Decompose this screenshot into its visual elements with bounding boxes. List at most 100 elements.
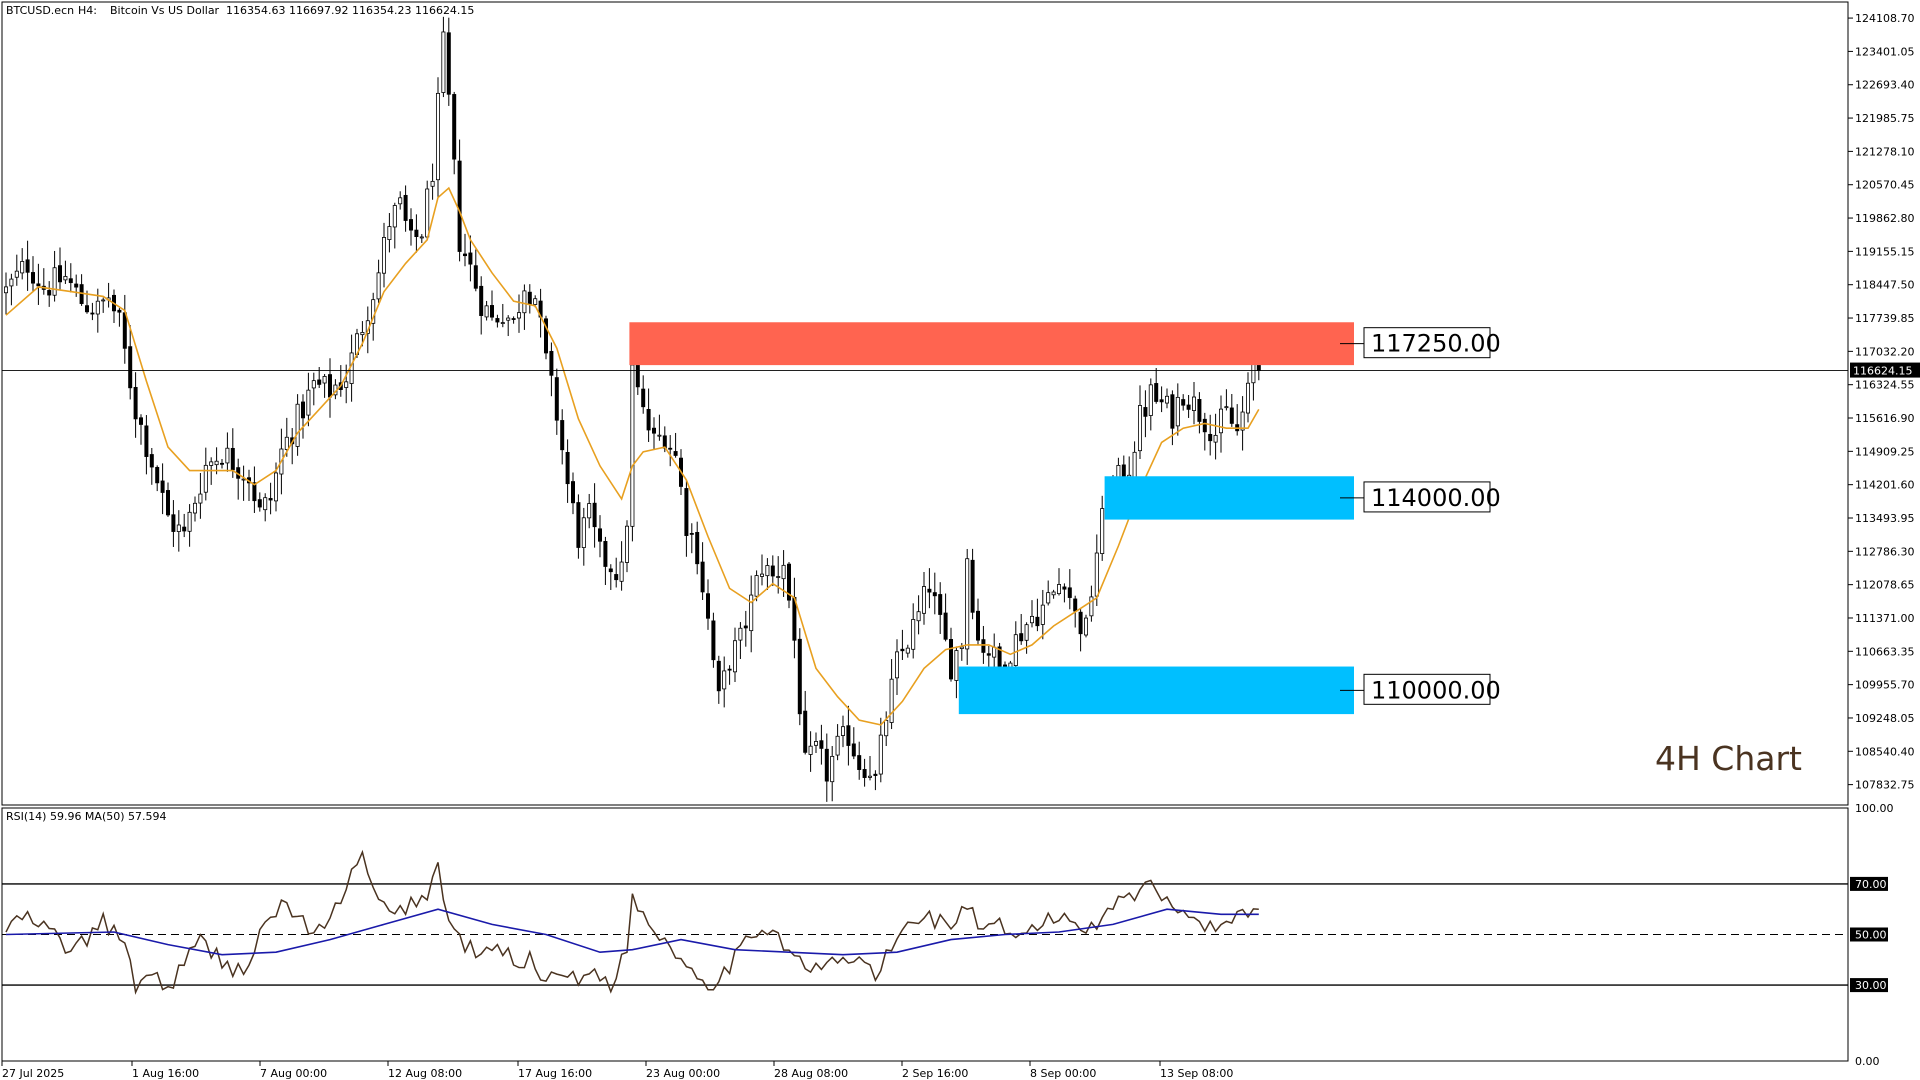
candle <box>14 254 19 286</box>
header-ohlc: 116354.63 116697.92 116354.23 116624.15 <box>226 4 474 17</box>
time-tick-label: 17 Aug 16:00 <box>518 1067 592 1080</box>
candle <box>333 379 338 400</box>
candle <box>938 582 943 634</box>
candle <box>565 439 570 503</box>
candle <box>257 492 262 512</box>
candle <box>1165 388 1170 409</box>
candle <box>684 480 689 557</box>
candle <box>144 415 149 475</box>
candle <box>905 644 910 658</box>
candle <box>236 458 241 500</box>
candle <box>895 639 900 695</box>
candle <box>576 494 581 559</box>
price-tick-label: 107832.75 <box>1855 779 1915 792</box>
price-tick-label: 122693.40 <box>1855 79 1915 92</box>
candle <box>1062 583 1067 603</box>
time-tick-label: 28 Aug 08:00 <box>774 1067 848 1080</box>
candle <box>511 316 516 324</box>
price-tick-label: 119155.15 <box>1855 245 1915 258</box>
candle <box>608 564 613 590</box>
candle <box>435 77 440 199</box>
candle <box>106 282 111 308</box>
rsi-tick-label: 0.00 <box>1855 1055 1880 1068</box>
candle <box>268 482 273 515</box>
candle <box>1219 395 1224 453</box>
header-symbol: BTCUSD.ecn <box>6 4 74 17</box>
candle <box>1202 412 1207 451</box>
candle <box>954 646 959 699</box>
candle <box>9 273 14 306</box>
header-timeframe: H4: <box>78 4 97 17</box>
candle <box>1181 394 1186 411</box>
candle <box>90 302 95 321</box>
candle <box>1040 589 1045 640</box>
candle <box>1159 386 1164 413</box>
candle <box>943 593 948 642</box>
candle <box>311 372 316 406</box>
candle <box>857 741 862 780</box>
price-tick-label: 123401.05 <box>1855 45 1915 58</box>
candle <box>760 554 765 586</box>
candle <box>646 388 651 442</box>
price-tick-label: 112786.30 <box>1855 545 1915 558</box>
rsi-levels <box>2 883 1848 986</box>
candle <box>603 536 608 585</box>
candle <box>1046 580 1051 606</box>
candle <box>441 16 446 98</box>
candle <box>835 724 840 761</box>
candle <box>878 717 883 783</box>
current-price-box <box>1850 362 1920 378</box>
candle <box>122 294 127 364</box>
time-axis: 27 Jul 2025 1 Aug 16:00 7 Aug 00:00 12 Aug … <box>1 1061 1233 1080</box>
candle <box>1208 414 1213 456</box>
candle <box>133 372 138 438</box>
candle <box>754 570 759 602</box>
price-tick-label: 116324.55 <box>1855 379 1915 392</box>
candle <box>117 308 122 327</box>
price-tick-label: 109248.05 <box>1855 712 1915 725</box>
candle <box>338 365 343 397</box>
price-tick-label: 120570.45 <box>1855 179 1915 192</box>
time-tick-label: 27 Jul 2025 <box>2 1067 64 1080</box>
candle <box>522 284 527 330</box>
candle <box>770 555 775 587</box>
price-tick-label: 108540.40 <box>1855 745 1915 758</box>
candle <box>30 256 35 293</box>
candle <box>20 248 25 280</box>
candle <box>52 250 57 302</box>
candle <box>36 263 41 305</box>
candle <box>625 520 630 573</box>
candle <box>322 374 327 398</box>
candle <box>138 414 143 445</box>
time-tick-label: 13 Sep 08:00 <box>1160 1067 1233 1080</box>
candle <box>387 213 392 253</box>
candle <box>927 568 932 609</box>
candle <box>203 447 208 501</box>
candle <box>727 665 732 685</box>
candle <box>1024 622 1029 654</box>
candle <box>738 622 743 660</box>
candle <box>327 358 332 418</box>
candle <box>722 656 727 708</box>
current-price-marker: 116624.15 <box>2 362 1920 378</box>
candle <box>916 595 921 635</box>
rsi-title: RSI(14) 59.96 MA(50) 57.594 <box>6 810 167 823</box>
candle <box>781 550 786 597</box>
price-tick-label: 113493.95 <box>1855 512 1915 525</box>
candle <box>527 284 532 314</box>
candle <box>1143 390 1148 438</box>
rsi-line <box>5 849 1259 995</box>
price-tick-label: 117739.85 <box>1855 312 1915 325</box>
candle <box>949 627 954 682</box>
candle <box>1186 395 1191 418</box>
candle <box>587 493 592 529</box>
candle <box>149 447 154 485</box>
candle <box>155 465 160 492</box>
candle <box>1084 614 1089 638</box>
candle <box>165 482 170 517</box>
rsi-tick-label: 50.00 <box>1855 929 1887 942</box>
candle <box>473 249 478 292</box>
candle <box>192 496 197 522</box>
candle <box>101 297 106 313</box>
